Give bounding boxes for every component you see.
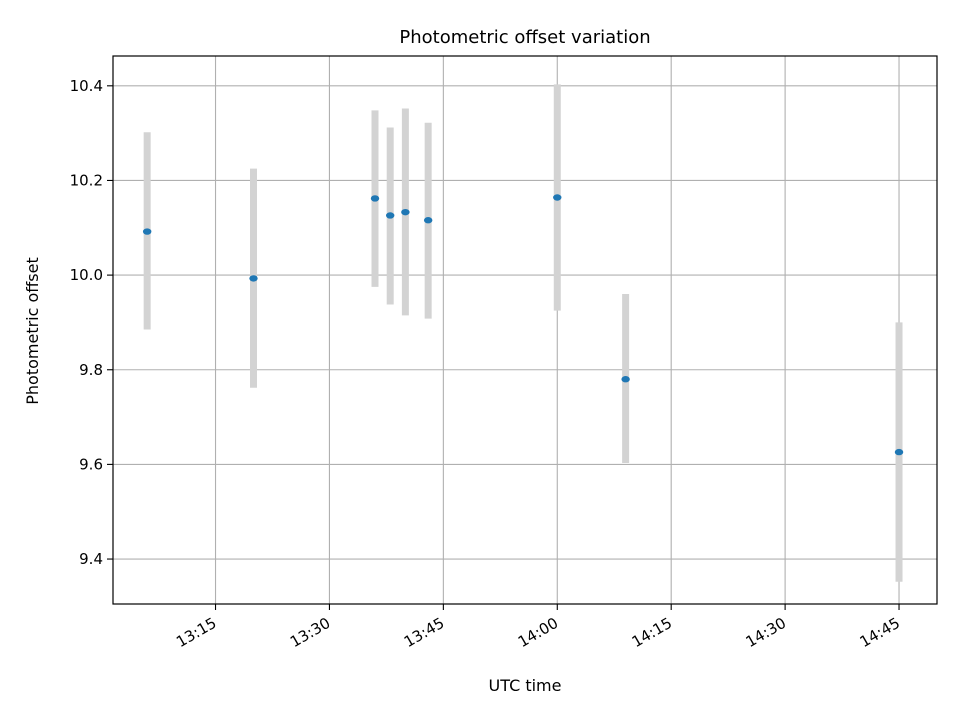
plot-frame xyxy=(112,55,938,605)
data-point xyxy=(553,194,562,201)
y-axis-ticks: 9.4 9.6 9.8 10.0 10.2 10.4 xyxy=(70,77,113,568)
data-point xyxy=(370,195,380,202)
data-points xyxy=(142,194,904,456)
data-point xyxy=(249,275,258,282)
data-point xyxy=(385,212,395,219)
y-tick-label: 9.8 xyxy=(79,361,103,379)
data-point xyxy=(621,376,630,383)
y-axis-label: Photometric offset xyxy=(23,257,42,405)
data-point xyxy=(142,228,152,235)
data-point xyxy=(423,217,433,224)
y-tick-label: 9.6 xyxy=(79,455,103,473)
y-tick-label: 10.2 xyxy=(70,171,103,189)
chart-title: Photometric offset variation xyxy=(399,27,650,48)
y-tick-label: 9.4 xyxy=(79,550,103,568)
data-point xyxy=(894,448,904,456)
x-axis-label: UTC time xyxy=(489,676,562,695)
data-point xyxy=(401,208,410,216)
y-tick-label: 10.4 xyxy=(70,77,103,95)
y-tick-label: 10.0 xyxy=(70,266,103,284)
